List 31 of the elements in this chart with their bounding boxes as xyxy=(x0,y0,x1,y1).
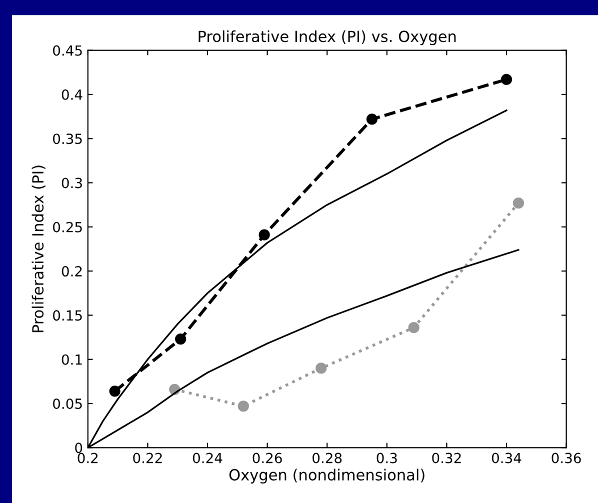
point xyxy=(500,74,512,85)
y-tick-label: 0.15 xyxy=(53,310,82,321)
point xyxy=(109,386,120,397)
y-tick-label: 0.1 xyxy=(62,354,82,365)
point xyxy=(316,362,327,374)
x-tick-label: 0.28 xyxy=(312,452,342,464)
x-tick-label: 0.34 xyxy=(492,452,522,464)
y-axis-title: Proliferative Index (PI) xyxy=(32,166,46,332)
x-tick-label: 0.3 xyxy=(376,452,397,464)
y-tick-label: 0 xyxy=(75,442,82,454)
x-tick-label: 0.24 xyxy=(192,452,222,464)
y-tick-label: 0.4 xyxy=(62,89,82,100)
y-tick-label: 0.3 xyxy=(62,178,82,188)
x-tick-label: 0.32 xyxy=(432,452,461,464)
y-tick-label: 0.25 xyxy=(53,222,82,232)
point xyxy=(366,114,378,125)
y-tick-label: 0.35 xyxy=(53,134,82,144)
point xyxy=(258,229,270,240)
chart-title: Proliferative Index (PI) vs. Oxygen xyxy=(198,30,456,46)
point xyxy=(408,322,420,334)
y-tick-label: 0.05 xyxy=(53,398,82,409)
y-tick-label: 0.45 xyxy=(53,45,82,56)
x-axis-title: Oxygen (nondimensional) xyxy=(229,468,424,484)
point xyxy=(238,400,249,412)
x-tick-label: 0.2 xyxy=(78,452,98,464)
point xyxy=(175,334,186,345)
x-tick-label: 0.36 xyxy=(552,452,581,464)
x-tick-label: 0.26 xyxy=(252,452,282,464)
point xyxy=(512,198,524,209)
x-tick-label: 0.22 xyxy=(133,452,162,464)
y-tick-label: 0.2 xyxy=(62,266,82,277)
